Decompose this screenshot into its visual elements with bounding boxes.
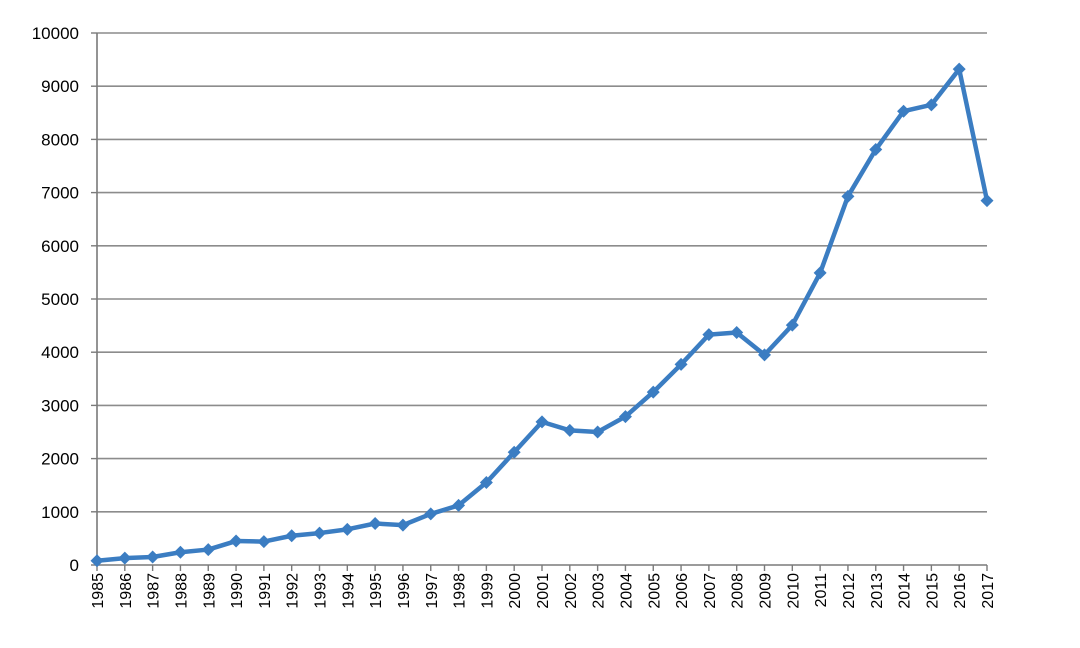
data-point-1985 — [90, 554, 104, 568]
x-tick-label: 1986 — [118, 573, 135, 609]
x-tick-label: 2015 — [924, 573, 941, 609]
data-point-2009 — [758, 348, 771, 362]
data-point-2016 — [952, 62, 966, 76]
data-point-1999 — [479, 476, 493, 490]
x-tick-label: 2012 — [841, 573, 858, 609]
x-tick-label: 2005 — [646, 573, 663, 609]
data-point-1990 — [229, 534, 243, 548]
data-point-2008 — [730, 326, 744, 340]
x-tick-label: 2013 — [869, 573, 886, 609]
x-tick-label: 2006 — [674, 573, 691, 609]
y-tick-label: 5000 — [41, 290, 79, 309]
x-tick-label: 2009 — [758, 573, 775, 609]
x-axis: 1985 1986 1987 1988 1989 1990 1991 1992 1993 1994… — [90, 564, 997, 609]
data-point-2000 — [507, 445, 521, 459]
x-tick-label: 2000 — [507, 573, 524, 609]
data-point-1994 — [340, 522, 354, 536]
x-tick-label: 2007 — [702, 573, 719, 609]
x-tick-label: 2014 — [897, 573, 914, 609]
x-tick-label: 2004 — [618, 573, 635, 609]
x-tick-label: 1987 — [146, 573, 163, 609]
data-point-2004 — [618, 410, 632, 424]
x-tick-label: 1996 — [396, 573, 413, 609]
data-point-1991 — [257, 535, 271, 549]
x-tick-label: 2010 — [785, 573, 802, 609]
y-tick-label: 9000 — [41, 77, 79, 96]
x-tick-label: 2011 — [813, 573, 830, 608]
series-group — [90, 62, 994, 568]
data-point-1988 — [173, 545, 187, 559]
y-tick-label: 3000 — [41, 396, 79, 415]
y-tick-label: 2000 — [41, 450, 79, 469]
y-tick-label: 0 — [70, 556, 79, 575]
data-point-2013 — [869, 143, 883, 157]
x-tick-label: 1992 — [285, 573, 302, 609]
x-tick-label: 1995 — [368, 573, 385, 609]
y-tick-label: 10000 — [32, 24, 79, 43]
x-tick-label: 2017 — [980, 573, 997, 609]
data-point-2005 — [646, 385, 660, 399]
x-tick-label: 1998 — [452, 573, 469, 609]
y-tick-label: 6000 — [41, 237, 79, 256]
data-point-2002 — [563, 423, 577, 437]
x-tick-label: 1997 — [424, 573, 441, 609]
data-point-1997 — [424, 507, 438, 521]
data-point-1998 — [452, 498, 466, 512]
data-point-1993 — [313, 526, 326, 540]
x-tick-label: 1993 — [313, 573, 330, 609]
x-tick-label: 1994 — [340, 573, 357, 609]
x-tick-label: 2008 — [730, 573, 747, 609]
x-tick-label: 1990 — [229, 573, 246, 609]
data-point-2003 — [591, 425, 605, 439]
x-tick-label: 1988 — [173, 573, 190, 609]
data-point-2010 — [785, 318, 799, 332]
x-tick-label: 2016 — [952, 573, 969, 609]
data-point-2015 — [924, 98, 938, 112]
y-tick-label: 1000 — [41, 503, 79, 522]
data-point-2017 — [980, 194, 994, 208]
x-tick-label: 2002 — [563, 573, 580, 609]
y-axis: 0 1000 2000 3000 4000 5000 6000 7000 8000 9000 100… — [32, 24, 98, 575]
data-point-2011 — [813, 266, 827, 280]
data-point-1992 — [285, 529, 299, 543]
x-tick-label: 1991 — [257, 573, 274, 609]
data-point-2007 — [702, 328, 716, 342]
x-tick-label: 1989 — [201, 573, 218, 609]
y-tick-label: 7000 — [41, 184, 79, 203]
data-point-2001 — [535, 415, 549, 429]
x-tick-label: 2001 — [535, 573, 552, 609]
data-point-1987 — [146, 550, 160, 564]
y-tick-label: 8000 — [41, 130, 79, 149]
data-point-1989 — [201, 543, 215, 557]
data-point-2012 — [841, 189, 855, 203]
x-tick-label: 2003 — [591, 573, 608, 609]
data-point-2006 — [674, 357, 688, 371]
data-point-2014 — [897, 104, 911, 118]
data-point-1995 — [368, 517, 382, 531]
data-point-1986 — [118, 551, 132, 565]
data-point-1996 — [396, 518, 410, 532]
y-tick-label: 4000 — [41, 343, 79, 362]
x-tick-label: 1999 — [479, 573, 496, 609]
series-line — [94, 66, 990, 563]
gridlines — [97, 32, 987, 513]
x-tick-label: 1985 — [90, 573, 107, 609]
